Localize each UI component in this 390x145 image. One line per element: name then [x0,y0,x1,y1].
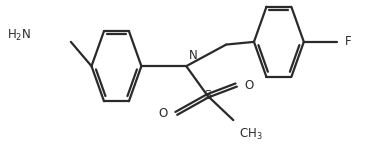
Text: O: O [158,107,168,120]
Text: H$_2$N: H$_2$N [7,28,31,43]
Text: F: F [344,35,351,48]
Text: CH$_3$: CH$_3$ [239,127,263,142]
Text: S: S [204,89,212,102]
Text: O: O [245,79,254,91]
Text: N: N [189,49,198,62]
